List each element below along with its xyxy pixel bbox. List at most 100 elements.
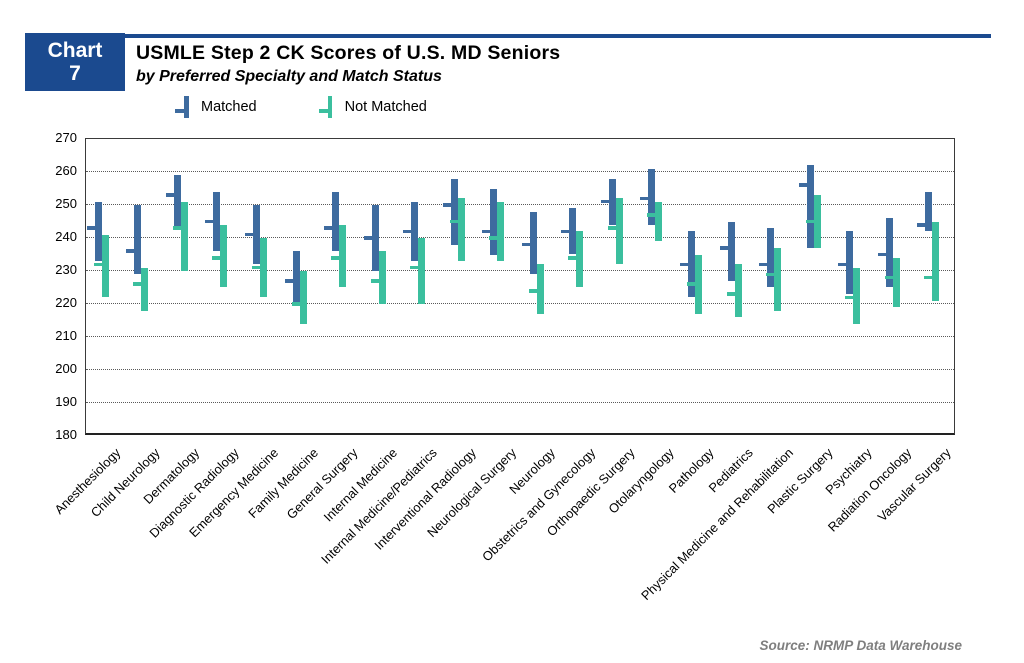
gridline-260 — [86, 171, 954, 172]
not-matched-marker-icon — [318, 96, 335, 118]
matched-mean-tick — [600, 199, 616, 204]
not-matched-mean-tick — [607, 226, 623, 230]
matched-range-bar — [173, 175, 181, 229]
matched-mean-tick — [838, 262, 854, 267]
not-matched-marker-bar — [327, 96, 333, 118]
x-axis-label-vascular-surgery: Vascular Surgery — [874, 445, 954, 525]
gridline-230 — [86, 270, 954, 271]
source-note: Source: NRMP Data Warehouse — [759, 638, 962, 653]
not-matched-mean-tick — [766, 272, 782, 277]
matched-mean-tick — [798, 183, 814, 187]
not-matched-mean-tick — [93, 262, 109, 267]
not-matched-range-bar — [378, 251, 386, 304]
y-axis-tick-label: 250 — [55, 196, 77, 211]
y-axis-tick-label: 210 — [55, 328, 77, 343]
matched-mean-tick — [877, 252, 893, 257]
matched-marker-bar — [184, 96, 189, 118]
not-matched-mean-tick — [686, 282, 702, 286]
title-block: USMLE Step 2 CK Scores of U.S. MD Senior… — [136, 42, 896, 86]
legend-label-not-matched: Not Matched — [344, 99, 427, 115]
not-matched-mean-tick — [568, 256, 584, 260]
matched-range-bar — [134, 205, 142, 275]
header-rule — [118, 34, 991, 38]
not-matched-range-bar — [774, 247, 782, 311]
matched-marker-icon — [175, 96, 191, 118]
not-matched-mean-tick — [410, 265, 426, 270]
matched-mean-tick — [244, 232, 260, 237]
not-matched-mean-tick — [291, 302, 307, 306]
not-matched-mean-tick — [845, 295, 861, 300]
not-matched-marker-tick — [318, 109, 330, 113]
plot-area — [85, 138, 955, 435]
x-axis-label-anesthesiology: Anesthesiology — [51, 445, 124, 517]
chart-subtitle: by Preferred Specialty and Match Status — [136, 68, 442, 85]
matched-marker-tick — [175, 109, 186, 113]
matched-mean-tick — [679, 262, 695, 267]
matched-mean-tick — [363, 236, 379, 240]
matched-range-bar — [490, 188, 498, 255]
not-matched-range-bar — [180, 201, 188, 271]
gridline-220 — [86, 303, 954, 304]
legend-item-not-matched: Not Matched — [318, 96, 427, 118]
matched-range-bar — [806, 165, 814, 248]
legend-item-matched: Matched — [175, 96, 257, 118]
matched-mean-tick — [917, 223, 933, 227]
matched-mean-tick — [284, 279, 300, 283]
not-matched-mean-tick — [449, 219, 465, 224]
chart-badge-word: Chart — [47, 38, 103, 62]
not-matched-range-bar — [497, 201, 505, 262]
not-matched-mean-tick — [726, 292, 742, 296]
not-matched-mean-tick — [331, 256, 347, 260]
not-matched-range-bar — [655, 201, 663, 242]
gridline-190 — [86, 402, 954, 403]
not-matched-range-bar — [932, 221, 940, 301]
matched-mean-tick — [759, 262, 775, 267]
gridline-210 — [86, 336, 954, 337]
matched-mean-tick — [126, 249, 142, 253]
matched-mean-tick — [324, 226, 340, 230]
matched-range-bar — [332, 191, 340, 252]
matched-range-bar — [767, 228, 775, 288]
matched-mean-tick — [205, 219, 221, 224]
y-axis-tick-label: 220 — [55, 295, 77, 310]
matched-mean-tick — [86, 226, 102, 230]
matched-range-bar — [292, 251, 300, 304]
not-matched-mean-tick — [251, 265, 267, 270]
legend-label-matched: Matched — [201, 99, 257, 115]
chart-title: USMLE Step 2 CK Scores of U.S. MD Senior… — [136, 42, 561, 64]
matched-range-bar — [450, 178, 458, 245]
matched-mean-tick — [403, 229, 419, 234]
matched-mean-tick — [442, 203, 458, 207]
matched-mean-tick — [521, 242, 537, 247]
matched-range-bar — [925, 191, 933, 232]
not-matched-range-bar — [299, 271, 307, 324]
not-matched-mean-tick — [805, 219, 821, 224]
y-axis-tick-label: 190 — [55, 394, 77, 409]
matched-mean-tick — [640, 196, 656, 201]
legend: Matched Not Matched — [175, 96, 427, 118]
not-matched-mean-tick — [212, 256, 228, 260]
x-axis-label-family-medicine: Family Medicine — [245, 445, 322, 521]
matched-range-bar — [727, 221, 735, 281]
not-matched-mean-tick — [884, 275, 900, 280]
not-matched-mean-tick — [370, 279, 386, 283]
y-axis-tick-label: 230 — [55, 262, 77, 277]
y-axis-tick-label: 240 — [55, 229, 77, 244]
not-matched-mean-tick — [924, 275, 940, 280]
gridline-240 — [86, 237, 954, 238]
not-matched-range-bar — [734, 264, 742, 318]
not-matched-range-bar — [457, 198, 465, 262]
not-matched-mean-tick — [133, 282, 149, 286]
matched-mean-tick — [719, 246, 735, 250]
not-matched-mean-tick — [489, 236, 505, 240]
not-matched-range-bar — [892, 257, 900, 308]
not-matched-mean-tick — [172, 226, 188, 230]
y-axis-tick-label: 260 — [55, 163, 77, 178]
not-matched-range-bar — [615, 198, 623, 265]
gridline-200 — [86, 369, 954, 370]
matched-mean-tick — [165, 193, 181, 197]
gridline-250 — [86, 204, 954, 205]
not-matched-mean-tick — [528, 289, 544, 293]
not-matched-range-bar — [141, 267, 149, 311]
